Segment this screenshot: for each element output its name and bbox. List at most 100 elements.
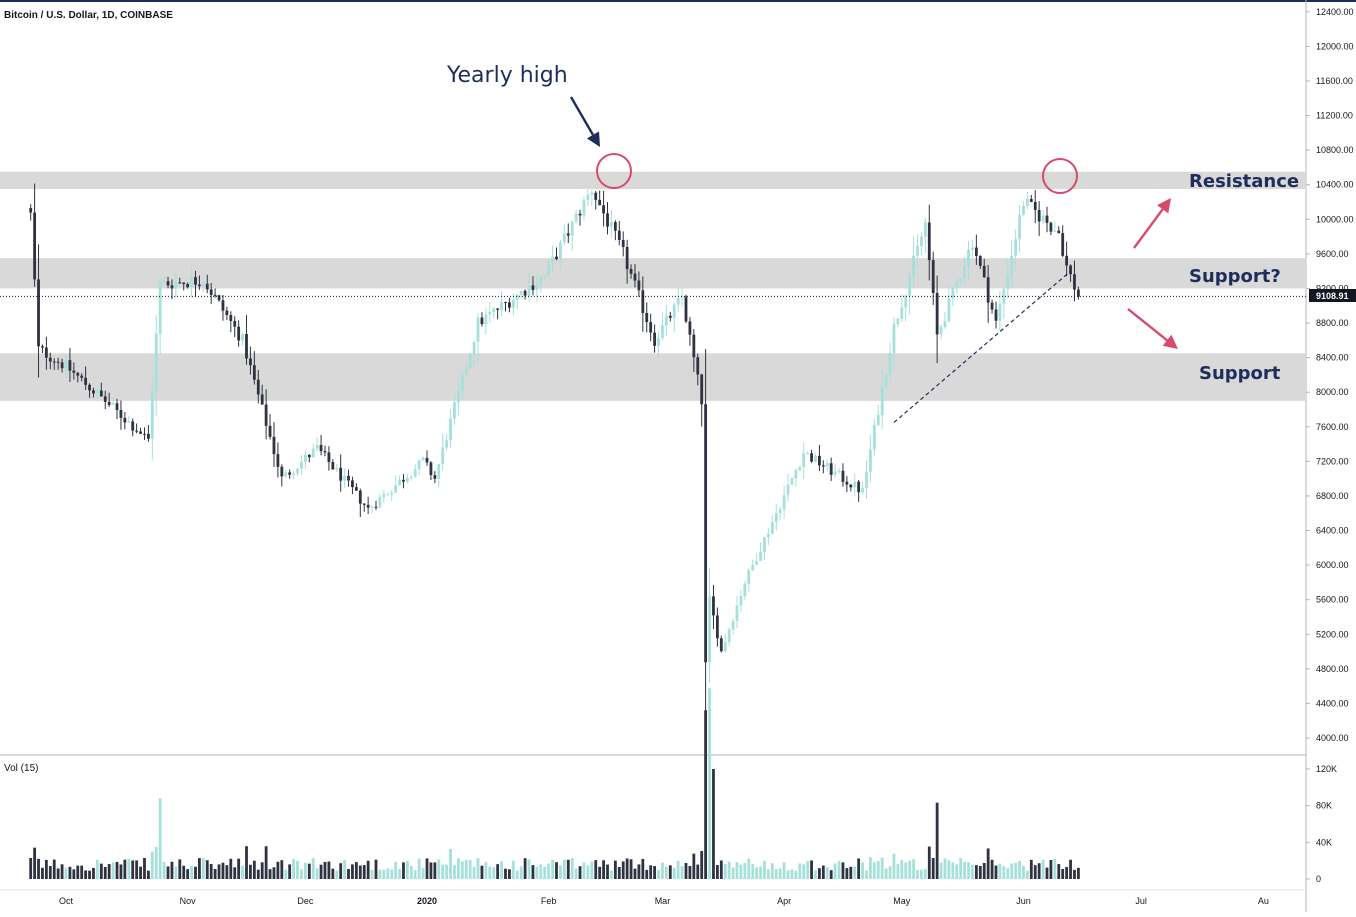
price-axis-label: 4400.00 [1316, 698, 1349, 708]
volume-bar [233, 867, 237, 879]
candle [586, 189, 590, 207]
candle [1025, 191, 1029, 210]
candle [256, 369, 260, 404]
volume-bar [33, 847, 37, 879]
volume-bar [303, 862, 307, 879]
candle-body [633, 273, 637, 281]
candle-body [668, 315, 672, 318]
candle-body [649, 322, 653, 333]
candle [1022, 201, 1025, 217]
candle-body [358, 490, 362, 504]
candle-body [241, 333, 244, 341]
candle-body [260, 394, 264, 405]
volume-bar [492, 867, 496, 879]
candle [861, 482, 864, 495]
candle-body [657, 338, 660, 346]
candle-body [978, 255, 982, 266]
candle-body [955, 281, 959, 288]
volume-bar [931, 858, 935, 879]
candle [1037, 201, 1041, 237]
volume-bar [598, 866, 602, 879]
volume-bar [786, 870, 790, 879]
candle [1041, 210, 1045, 224]
volume-axis-label: 0 [1316, 874, 1321, 884]
candle [845, 476, 849, 492]
volume-bar [198, 858, 201, 879]
candle [857, 479, 861, 502]
candle [574, 209, 578, 224]
candle-body [861, 487, 864, 493]
candle-body [849, 484, 853, 488]
candle-body [394, 485, 398, 493]
candle-body [818, 455, 821, 466]
candle [590, 189, 594, 206]
candle-body [1022, 205, 1025, 215]
candle [209, 282, 213, 304]
candle [33, 183, 37, 287]
candle [92, 387, 95, 398]
volume-bar [358, 865, 362, 879]
volume-bar [245, 846, 248, 879]
volume-bar [912, 859, 915, 879]
candle-body [700, 374, 704, 405]
candles-layer [29, 183, 1080, 785]
volume-bar [680, 865, 684, 879]
candle [916, 234, 919, 268]
candle-body [343, 475, 347, 481]
price-axis-label: 4800.00 [1316, 664, 1349, 674]
candle-body [798, 466, 802, 471]
price-axis-label: 10400.00 [1316, 180, 1354, 190]
candle [920, 232, 923, 255]
volume-bar [904, 862, 908, 879]
candle [480, 312, 484, 327]
volume-bar [872, 862, 876, 879]
candle-body [170, 285, 174, 289]
candle [1010, 240, 1014, 287]
volume-bar [696, 864, 700, 879]
candle [982, 258, 986, 278]
volume-bar [594, 860, 598, 879]
candle [221, 294, 225, 321]
volume-bar [802, 864, 806, 879]
volume-bar [84, 870, 88, 879]
candle-body [1037, 209, 1041, 222]
candle [625, 239, 629, 284]
candle [680, 286, 684, 307]
candle-body [763, 537, 766, 553]
candle-body [1033, 201, 1037, 210]
volume-bar [366, 860, 370, 879]
candle [865, 460, 868, 499]
candle-body [150, 390, 154, 439]
candle-body [869, 449, 872, 472]
candle-body [115, 403, 119, 410]
candle [519, 290, 523, 299]
candle-body [95, 390, 99, 394]
volume-bar [845, 868, 849, 879]
candle [562, 224, 566, 246]
volume-bar [719, 860, 723, 879]
yearly-high-circle [596, 153, 632, 189]
candle-body [1018, 214, 1021, 240]
volume-bar [668, 865, 672, 879]
arrow-shaft [569, 96, 595, 136]
volume-bar [429, 862, 433, 879]
candle [551, 245, 554, 272]
volume-bar [209, 863, 213, 879]
axes-layer: 4000.00 4400.00 4800.00 5200.00 5600.00 6000.… [59, 7, 1354, 906]
volume-bar [323, 861, 327, 879]
candle-body [1057, 230, 1061, 234]
candle-body [174, 282, 178, 289]
candle-body [1025, 198, 1029, 206]
candle [453, 394, 456, 425]
candle-body [778, 509, 782, 514]
candle [841, 463, 845, 487]
candle-body [770, 522, 774, 534]
volume-bar [449, 848, 452, 879]
candle [531, 276, 535, 296]
candle [504, 301, 507, 312]
volume-bar [551, 859, 554, 879]
candle-body [543, 274, 547, 277]
volume-bar [892, 853, 896, 879]
volume-bar [441, 864, 445, 879]
